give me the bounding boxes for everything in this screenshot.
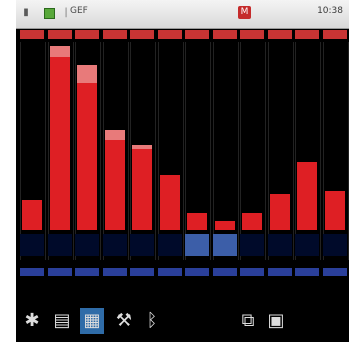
column-info: [75, 234, 99, 256]
column-header: [130, 30, 154, 39]
column-info: [47, 234, 72, 256]
column-footer: [322, 268, 347, 276]
bar-column[interactable]: [212, 28, 239, 276]
bar-track: [102, 42, 129, 260]
app-screen: ▮ | GEF M 10:38 ✱ ▤ ▦ ⚒ ᛒ ⧉ ▣: [16, 0, 349, 342]
column-info: [267, 234, 292, 256]
column-header: [102, 30, 127, 39]
bar: [159, 175, 180, 230]
column-info: [20, 234, 44, 256]
bar-track: [240, 42, 266, 260]
column-footer: [20, 268, 44, 276]
bar-track: [130, 42, 156, 260]
bar-track: [185, 42, 211, 260]
column-footer: [47, 268, 72, 276]
bar-track: [47, 42, 74, 260]
bar-column[interactable]: [130, 28, 156, 276]
bar: [49, 57, 70, 230]
sparkle-icon[interactable]: ✱: [24, 310, 40, 331]
bar: [242, 213, 262, 230]
bar-column[interactable]: [157, 28, 184, 276]
bar-column[interactable]: [240, 28, 266, 276]
bar-column[interactable]: [267, 28, 294, 276]
bar-column[interactable]: [75, 28, 101, 276]
separator-icon: |: [64, 7, 68, 18]
bar-track: [295, 42, 321, 260]
app-status-icon: [44, 8, 55, 19]
app-badge: M: [238, 6, 251, 19]
bar-track: [75, 42, 101, 260]
column-header: [157, 30, 182, 39]
bar-column[interactable]: [295, 28, 321, 276]
pair-icon[interactable]: ⧉: [241, 310, 255, 331]
column-info: [240, 234, 264, 256]
bar: [77, 83, 97, 230]
bar: [324, 190, 345, 230]
bar: [187, 213, 207, 230]
bar-track: [20, 42, 46, 260]
column-header: [295, 30, 319, 39]
bar-column[interactable]: [185, 28, 211, 276]
column-footer: [267, 268, 292, 276]
column-header: [240, 30, 264, 39]
bar: [269, 194, 290, 230]
column-footer: [102, 268, 127, 276]
column-info: [322, 234, 347, 256]
settings-icon[interactable]: ▣: [267, 310, 285, 331]
bar-chart: [16, 28, 349, 278]
column-header: [322, 30, 347, 39]
bar-track: [322, 42, 349, 260]
column-footer: [157, 268, 182, 276]
bar: [104, 139, 125, 230]
bar-track: [157, 42, 184, 260]
bar-track: [267, 42, 294, 260]
signal-icon: ▮: [23, 7, 29, 18]
tools-icon[interactable]: ⚒: [115, 310, 133, 331]
column-footer: [212, 268, 237, 276]
column-info: [185, 234, 209, 256]
bar-column[interactable]: [102, 28, 129, 276]
column-header: [47, 30, 72, 39]
column-info: [102, 234, 127, 256]
bar: [297, 162, 317, 230]
column-footer: [75, 268, 99, 276]
bar: [214, 220, 235, 230]
column-info: [212, 234, 237, 256]
column-footer: [240, 268, 264, 276]
column-header: [20, 30, 44, 39]
clock: 10:38: [317, 6, 343, 16]
dock-bar: ✱ ▤ ▦ ⚒ ᛒ ⧉ ▣: [16, 300, 349, 342]
status-bar: ▮ | GEF M 10:38: [16, 0, 349, 29]
column-header: [185, 30, 209, 39]
notes-icon[interactable]: ▤: [53, 310, 71, 331]
column-footer: [185, 268, 209, 276]
bluetooth-icon[interactable]: ᛒ: [146, 310, 158, 331]
column-footer: [130, 268, 154, 276]
column-header: [212, 30, 237, 39]
column-footer: [295, 268, 319, 276]
column-info: [157, 234, 182, 256]
status-title: GEF: [70, 6, 88, 16]
bar-column[interactable]: [47, 28, 74, 276]
bar-column[interactable]: [20, 28, 46, 276]
bar-column[interactable]: [322, 28, 349, 276]
bar: [132, 149, 152, 230]
column-header: [267, 30, 292, 39]
column-info: [295, 234, 319, 256]
bar-track: [212, 42, 239, 260]
column-header: [75, 30, 99, 39]
bar: [22, 199, 42, 230]
column-info: [130, 234, 154, 256]
document-icon[interactable]: ▦: [80, 308, 104, 334]
